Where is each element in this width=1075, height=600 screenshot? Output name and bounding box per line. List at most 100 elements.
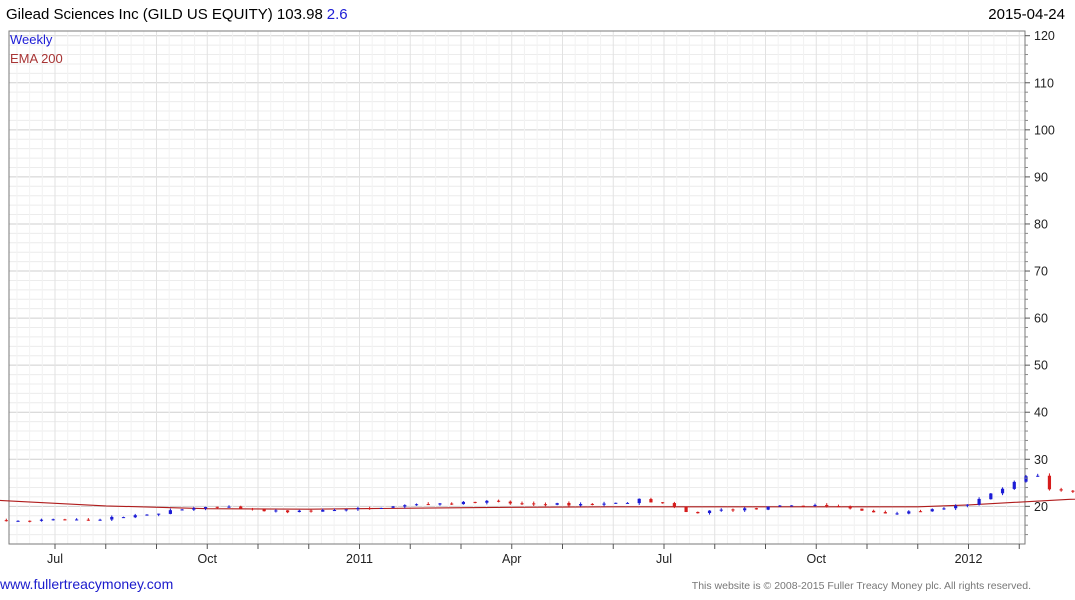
candle-body [907, 511, 911, 514]
candle-body [39, 519, 44, 521]
candle-body [930, 509, 934, 512]
candle-body [379, 507, 383, 509]
y-tick-label: 110 [1034, 76, 1054, 90]
candle-body [684, 506, 688, 513]
candle-body [942, 508, 946, 510]
candle-body [520, 503, 524, 505]
ema-200-line [0, 498, 1075, 510]
y-tick-label: 100 [1034, 123, 1055, 137]
candle-body [145, 514, 149, 516]
candle-body [766, 506, 770, 510]
candle-body [637, 498, 641, 504]
security-title: Gilead Sciences Inc (GILD US EQUITY) 103… [6, 6, 323, 23]
candle-body [965, 504, 969, 506]
candle-body [262, 509, 266, 512]
candle-body [426, 504, 430, 506]
y-tick-label: 80 [1034, 217, 1048, 231]
candle-body [1024, 476, 1028, 482]
candle-body [391, 506, 395, 508]
candle-body [614, 502, 618, 504]
candle-body [86, 519, 90, 521]
candle-body [250, 508, 255, 510]
x-tick-label: Jul [656, 552, 672, 566]
candle-body [321, 510, 325, 512]
candle-body [332, 510, 337, 512]
candle-body [344, 509, 348, 511]
y-tick-label: 30 [1034, 453, 1048, 467]
candle-body [743, 508, 747, 511]
candle-body [543, 504, 548, 506]
candle-body [883, 512, 887, 514]
candle-body [707, 510, 712, 514]
candle-body [836, 506, 841, 508]
candle-body [977, 498, 981, 505]
x-tick-label: Apr [502, 552, 521, 566]
candle-body [1047, 475, 1052, 490]
candle-body [567, 502, 571, 506]
website-link[interactable]: www.fullertreacymoney.com [0, 576, 174, 592]
candle-body [309, 510, 313, 512]
y-tick-label: 40 [1034, 406, 1048, 420]
candle-body [602, 503, 606, 505]
x-tick-label: 2012 [955, 552, 983, 566]
candle-body [285, 510, 290, 513]
legend-ema: EMA 200 [10, 51, 63, 66]
candle-body [274, 510, 278, 512]
candle-body [508, 501, 512, 504]
chart-title: Gilead Sciences Inc (GILD US EQUITY) 103… [6, 6, 348, 23]
candle-body [16, 520, 20, 522]
candle-body [895, 513, 899, 515]
candle-body [813, 505, 817, 507]
candle-body [778, 505, 782, 507]
candle-body [133, 515, 137, 518]
candle-body [590, 503, 594, 505]
candle-body [403, 505, 407, 507]
candle-body [731, 509, 735, 511]
legend-weekly: Weekly [10, 32, 53, 47]
candle-body [825, 504, 829, 507]
candle-body [672, 503, 676, 507]
candle-body [1036, 475, 1040, 477]
x-tick-label: Oct [198, 552, 218, 566]
x-axis: JulOct2011AprJulOct2012AprJulOct2013AprJ… [47, 544, 1020, 566]
candle-body [157, 513, 161, 515]
candle-body [789, 505, 794, 507]
x-tick-label: 2011 [346, 552, 373, 566]
candle-body [989, 493, 993, 500]
candle-body [414, 504, 419, 506]
candlestick-series [4, 473, 1075, 523]
candle-body [954, 505, 958, 509]
candle-body [438, 503, 442, 505]
candle-body [555, 503, 559, 505]
candle-body [215, 506, 219, 508]
candle-body [485, 500, 489, 503]
candle-body [203, 507, 208, 509]
candle-body [297, 510, 301, 513]
candle-body [75, 519, 79, 521]
candle-body [450, 503, 454, 505]
candle-body [532, 503, 536, 505]
candle-body [649, 499, 653, 503]
x-tick-label: Oct [807, 552, 827, 566]
chart-date: 2015-04-24 [988, 6, 1065, 23]
y-tick-label: 50 [1034, 359, 1048, 373]
price-change: 2.6 [326, 6, 348, 23]
candle-body [661, 502, 665, 504]
candle-body [98, 519, 102, 521]
candle-body [872, 510, 876, 513]
plot-frame [8, 30, 1026, 545]
candle-body [496, 500, 501, 502]
copyright-notice: This website is © 2008-2015 Fuller Treac… [691, 580, 1031, 592]
x-tick-label: Jul [47, 552, 63, 566]
candle-body [110, 516, 114, 520]
candle-body [356, 508, 360, 510]
candle-body [121, 517, 126, 519]
candle-body [719, 509, 723, 511]
candle-body [227, 506, 231, 508]
candle-body [848, 506, 852, 509]
candle-body [801, 505, 805, 507]
candle-body [696, 511, 700, 514]
candle-body [918, 511, 923, 513]
candle-body [754, 508, 759, 510]
